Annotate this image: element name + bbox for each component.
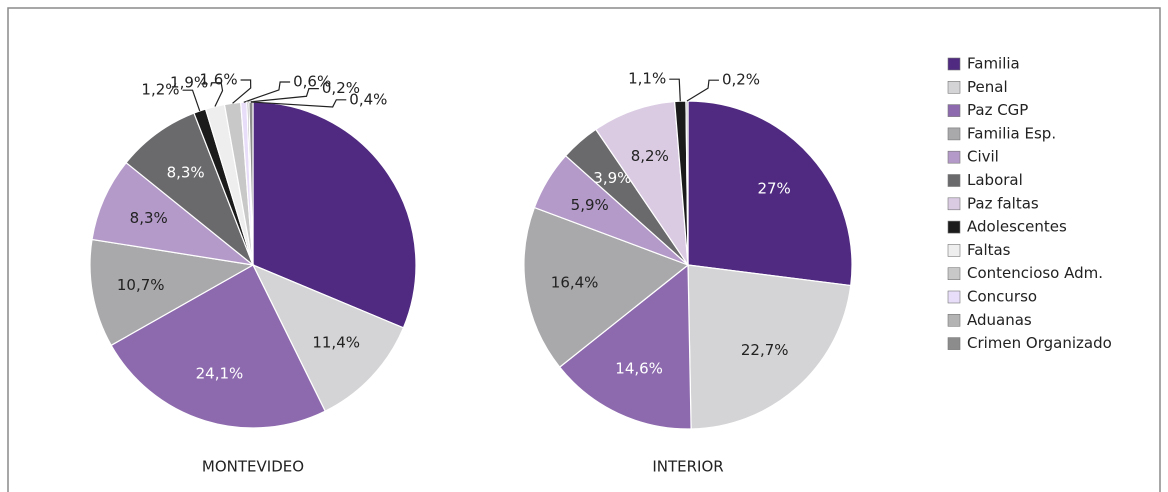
pie-caption: MONTEVIDEO (202, 458, 304, 476)
leader-line (211, 82, 224, 107)
legend-swatch (947, 150, 961, 164)
data-label: 8,3% (130, 209, 168, 227)
data-label: 24,1% (196, 365, 244, 383)
legend-label: Crimen Organizado (967, 334, 1112, 352)
legend-swatch (947, 127, 961, 141)
data-label: 8,2% (631, 147, 669, 165)
legend-label: Concurso (967, 288, 1037, 306)
data-label: 5,9% (571, 196, 609, 214)
data-label: 8,3% (167, 163, 205, 181)
frame (7, 7, 1161, 492)
data-label: 1,6% (199, 71, 237, 89)
legend-label: Paz faltas (967, 194, 1039, 212)
leader-line (250, 99, 347, 108)
legend-swatch (947, 197, 961, 211)
legend-swatch (947, 267, 961, 281)
pie-slice (252, 101, 417, 329)
legend-swatch (947, 57, 961, 71)
legend-swatch (947, 104, 961, 117)
leader-line (247, 88, 319, 103)
data-label: 0,2% (322, 79, 360, 97)
pie-slice (523, 206, 690, 368)
legend-swatch (947, 81, 961, 94)
legend-label: Aduanas (967, 311, 1032, 329)
data-label: 3,9% (593, 169, 631, 187)
data-label: 0,6% (293, 72, 331, 90)
data-label: 0,4% (349, 90, 387, 108)
legend-label: Adolescentes (967, 218, 1067, 236)
legend-swatch (947, 174, 961, 187)
legend-swatch (947, 220, 961, 234)
data-label: 22,7% (741, 341, 789, 359)
legend-label: Familia (967, 55, 1020, 73)
pie-slice (558, 263, 692, 430)
legend-swatch (947, 313, 961, 327)
data-label: 1,9% (170, 73, 208, 91)
pie-slice (251, 263, 405, 412)
data-label: 1,1% (628, 70, 666, 88)
pie-slice (110, 264, 326, 429)
data-label: 27% (757, 180, 790, 198)
legend-label: Familia Esp. (967, 124, 1056, 142)
legend-label: Civil (967, 148, 999, 166)
legend-label: Faltas (967, 241, 1011, 259)
pie-slice (89, 238, 255, 347)
legend-label: Paz CGP (967, 101, 1028, 119)
data-label: 16,4% (551, 273, 599, 291)
leader-line (232, 79, 252, 104)
data-label: 14,6% (615, 359, 663, 377)
data-label: 0,2% (722, 71, 760, 89)
data-label: 10,7% (117, 276, 165, 294)
leader-line (686, 79, 719, 102)
legend-swatch (947, 337, 961, 350)
legend-label: Laboral (967, 171, 1023, 189)
leader-line (182, 89, 201, 112)
legend-swatch (947, 290, 961, 304)
pie-caption: INTERIOR (652, 458, 723, 476)
data-label: 1,2% (141, 81, 179, 99)
legend-swatch (947, 244, 961, 257)
data-label: 11,4% (312, 334, 360, 352)
legend-label: Contencioso Adm. (967, 264, 1103, 282)
pie-slice (687, 264, 852, 430)
legend-label: Penal (967, 78, 1008, 96)
pie-slice (687, 100, 853, 287)
leader-line (669, 78, 681, 102)
leader-line (243, 81, 291, 103)
